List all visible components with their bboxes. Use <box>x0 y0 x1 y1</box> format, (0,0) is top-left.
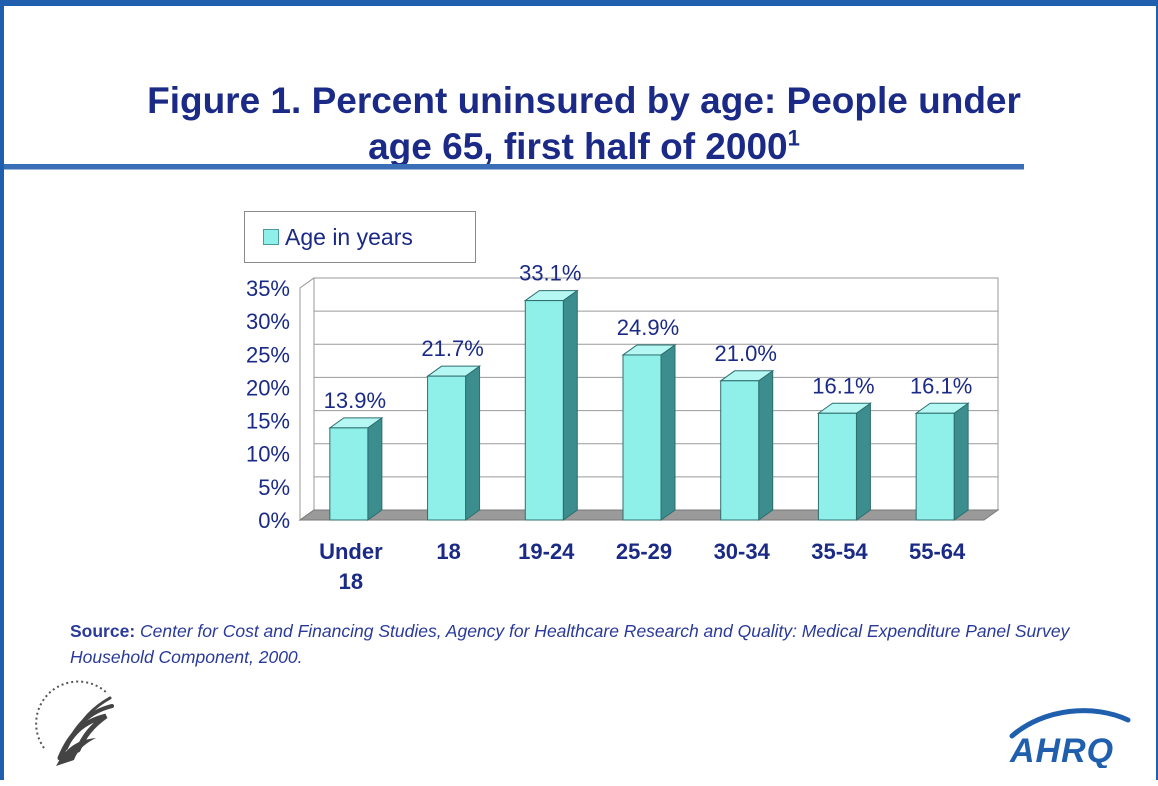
bar <box>916 413 954 520</box>
x-tick-label: 55-64 <box>909 539 966 564</box>
legend-label: Age in years <box>285 224 413 251</box>
x-tick-label: 30-34 <box>714 539 771 564</box>
y-tick-label: 0% <box>258 508 290 533</box>
bar <box>721 381 759 520</box>
x-tick-label: Under <box>319 539 383 564</box>
y-tick-label: 20% <box>246 375 290 400</box>
data-label: 33.1% <box>519 261 581 286</box>
y-tick-label: 35% <box>246 276 290 301</box>
legend-swatch <box>263 229 279 245</box>
ahrq-logo: AHRQ <box>1004 706 1134 768</box>
svg-text:AHRQ: AHRQ <box>1009 732 1114 768</box>
plot-side-wall <box>300 278 314 520</box>
bar-side <box>563 291 577 520</box>
y-tick-label: 10% <box>246 442 290 467</box>
bar-side <box>466 366 480 520</box>
bar <box>623 355 661 520</box>
data-label: 21.7% <box>421 336 483 361</box>
data-label: 16.1% <box>812 373 874 398</box>
y-tick-label: 25% <box>246 342 290 367</box>
bar-side <box>856 403 870 520</box>
x-tick-label: 25-29 <box>616 539 672 564</box>
bar-side <box>759 371 773 520</box>
y-tick-label: 15% <box>246 409 290 434</box>
bar <box>428 376 466 520</box>
data-label: 24.9% <box>617 315 679 340</box>
bar <box>818 413 856 520</box>
hhs-eagle-logo <box>26 678 136 778</box>
bar-side <box>368 418 382 520</box>
y-tick-label: 5% <box>258 475 290 500</box>
source-text: Center for Cost and Financing Studies, A… <box>70 621 1069 667</box>
bar <box>525 301 563 520</box>
x-tick-label: 35-54 <box>811 539 868 564</box>
x-tick-label: 18 <box>339 569 363 594</box>
data-label: 21.0% <box>715 341 777 366</box>
x-tick-label: 18 <box>436 539 460 564</box>
x-tick-label: 19-24 <box>518 539 575 564</box>
chart-legend: Age in years <box>244 211 476 263</box>
data-label: 13.9% <box>324 388 386 413</box>
source-label: Source: <box>70 621 135 641</box>
source-note: Source: Center for Cost and Financing St… <box>70 618 1130 670</box>
bar-side <box>661 345 675 520</box>
bar <box>330 428 368 520</box>
y-tick-label: 30% <box>246 309 290 334</box>
data-label: 16.1% <box>910 373 972 398</box>
bar-side <box>954 403 968 520</box>
